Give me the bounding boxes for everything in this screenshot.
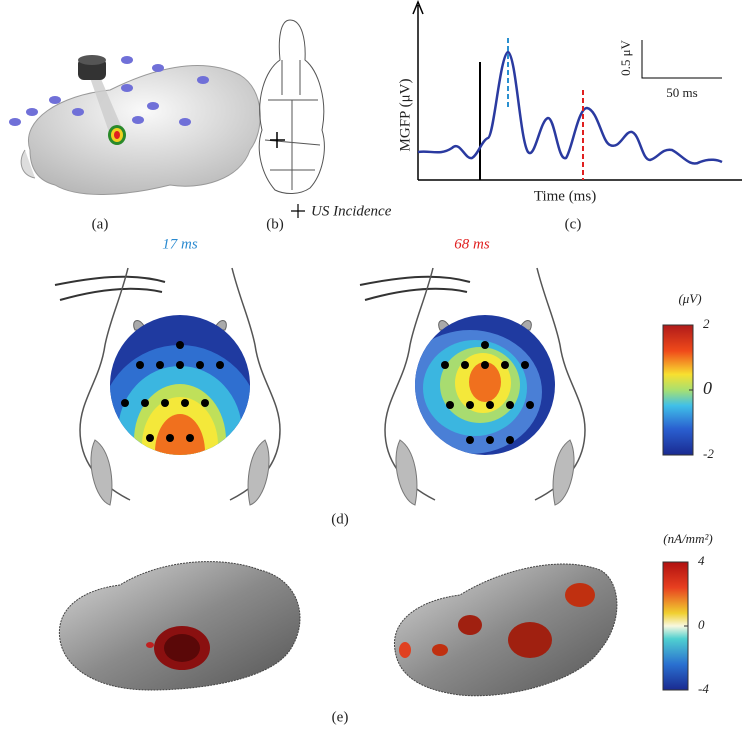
colorbar-unit: (μV) xyxy=(678,291,701,306)
panel-label: (a) xyxy=(92,216,109,232)
colorbar-tick-label: -2 xyxy=(703,446,714,461)
x-axis-label: Time (ms) xyxy=(534,188,596,204)
colorbar xyxy=(662,561,689,691)
panel-a: (a) xyxy=(9,55,261,232)
panel-label: (e) xyxy=(332,709,349,725)
colorbar-tick-label: 2 xyxy=(703,316,710,331)
map-title: 17 ms xyxy=(162,236,198,252)
colorbar-tick-label: -4 xyxy=(698,681,709,696)
colorbar-tick-label: 4 xyxy=(698,553,705,568)
panel-label: (b) xyxy=(266,216,284,232)
scale-label: 50 ms xyxy=(666,85,697,100)
panel-b xyxy=(258,19,325,218)
y-axis-label: MGFP (μV) xyxy=(397,79,413,152)
colorbar xyxy=(662,324,694,456)
panel-c: 0.5 μV 50 ms MGFP (μV) Time (ms) (c) xyxy=(397,0,742,232)
panel-e: (nA/mm²) (e) xyxy=(58,531,713,725)
legend-text: US Incidence xyxy=(311,203,392,219)
panel-label: (d) xyxy=(331,511,349,527)
colorbar-unit: (nA/mm²) xyxy=(663,531,712,546)
scale-label: 0.5 μV xyxy=(618,39,633,75)
panel-d: 17 ms 68 ms (μV) (d) xyxy=(54,236,702,527)
map-title: 68 ms xyxy=(454,236,490,252)
colorbar-tick-label: 0 xyxy=(703,378,712,398)
panel-label: (c) xyxy=(565,216,582,232)
colorbar-tick-label: 0 xyxy=(698,617,705,632)
